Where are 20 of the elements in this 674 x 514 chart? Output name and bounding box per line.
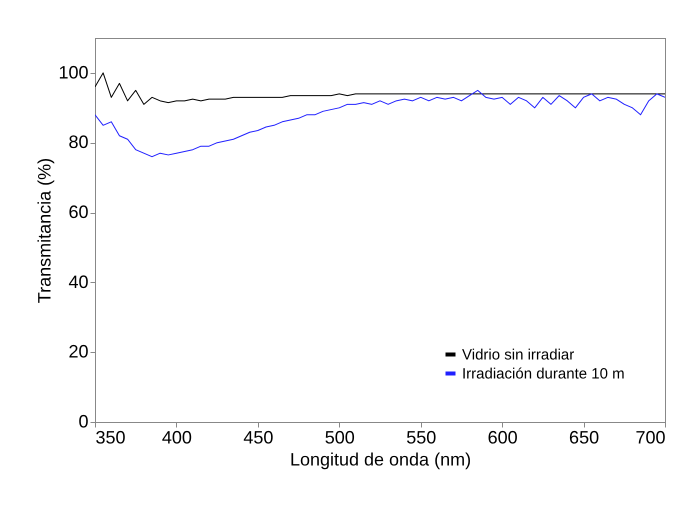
line-series	[95, 72, 665, 105]
x-tick-label: 550	[406, 428, 436, 448]
x-tick-label: 450	[243, 428, 274, 448]
legend-label: Irradiación durante 10 m	[462, 366, 625, 382]
x-tick-label: 400	[162, 428, 192, 448]
y-axis-title: Transmitancia (%)	[34, 158, 54, 304]
x-tick-label: 350	[96, 428, 126, 448]
x-tick-label: 500	[324, 428, 355, 448]
x-tick-label: 600	[488, 428, 518, 448]
y-tick-label: 40	[68, 272, 88, 292]
y-tick-label: 20	[68, 342, 88, 362]
legend-label: Vidrio sin irradiar	[462, 346, 574, 364]
x-axis-title: Longitud de onda (nm)	[290, 450, 472, 470]
x-tick-label: 700	[635, 428, 666, 448]
x-tick-label: 650	[569, 428, 600, 448]
y-tick-label: 80	[68, 132, 88, 152]
y-tick-label: 60	[68, 202, 88, 222]
y-tick-label: 100	[58, 62, 88, 82]
y-tick-label: 0	[78, 412, 88, 432]
line-series	[95, 90, 665, 158]
